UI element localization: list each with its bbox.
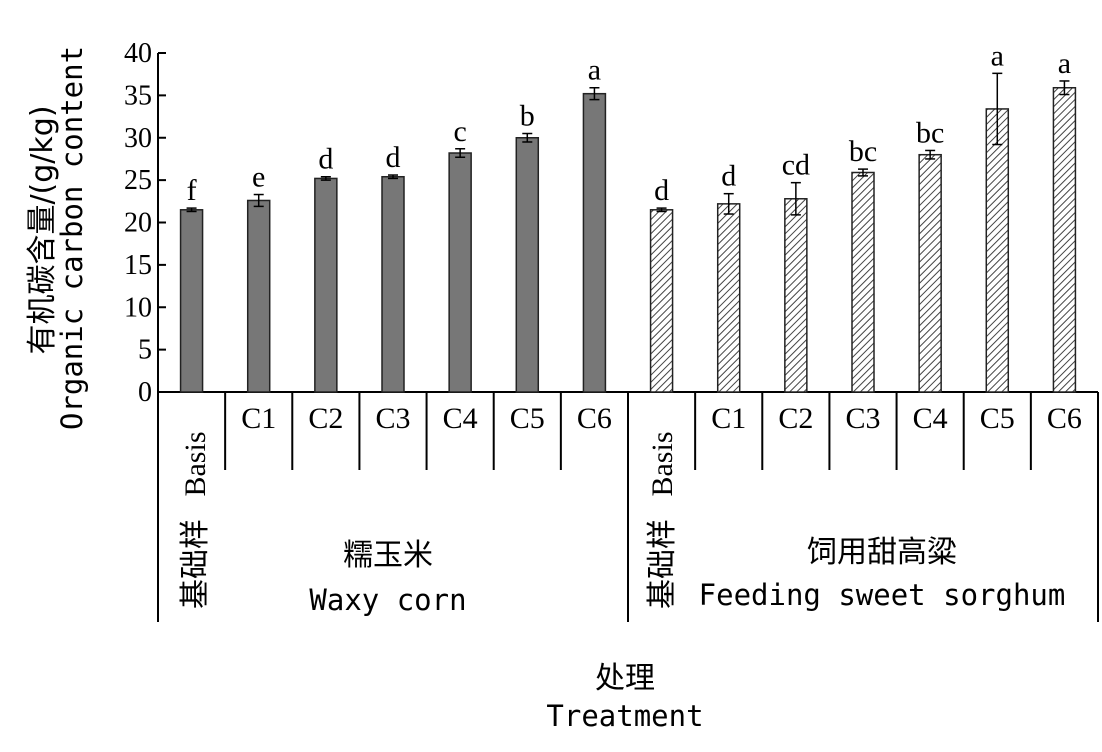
basis-label-sorghum-en: Basis xyxy=(646,431,679,496)
y-tick-label: 10 xyxy=(124,292,152,323)
significance-label: bc xyxy=(849,135,877,168)
significance-label: b xyxy=(520,100,535,133)
bar xyxy=(649,209,674,393)
y-axis-title-cn: 有机碳含量/(g/kg) xyxy=(25,105,60,354)
significance-label: d xyxy=(721,160,736,193)
group-label-waxy-cn: 糯玉米 xyxy=(343,538,433,573)
significance-label: d xyxy=(318,143,333,176)
x-tick-label: C6 xyxy=(577,402,612,435)
x-tick-label: C6 xyxy=(1047,402,1082,435)
x-tick-label: C4 xyxy=(913,402,948,435)
y-tick-label: 40 xyxy=(124,38,152,69)
basis-label-sorghum-cn: 基础样 xyxy=(645,519,680,609)
x-tick-label: C3 xyxy=(845,402,880,435)
significance-label: a xyxy=(588,54,601,87)
group-label-sorghum-en: Feeding sweet sorghum xyxy=(699,578,1066,612)
bars: f e d d c b a d d cd bc bc a a xyxy=(179,39,1077,393)
significance-label: f xyxy=(187,174,197,207)
basis-label-waxy-en: Basis xyxy=(179,431,212,496)
axes xyxy=(157,53,1099,622)
bar xyxy=(314,177,338,393)
bar xyxy=(716,203,741,393)
significance-label: bc xyxy=(916,116,944,149)
significance-label: a xyxy=(1058,47,1071,80)
y-tick-label: 20 xyxy=(124,208,152,239)
y-tick-label: 30 xyxy=(124,123,152,154)
x-tick-label: C2 xyxy=(308,402,343,435)
x-tick-label: C2 xyxy=(778,402,813,435)
x-tick-label: C3 xyxy=(375,402,410,435)
bar xyxy=(381,175,405,393)
x-tick-label: C1 xyxy=(711,402,746,435)
bar xyxy=(515,137,540,393)
significance-label: d xyxy=(386,141,401,174)
y-tick-label: 0 xyxy=(138,377,152,408)
x-axis-title-cn: 处理 xyxy=(595,661,655,696)
x-tick-label: C5 xyxy=(980,402,1015,435)
significance-label: c xyxy=(453,115,466,148)
x-categories: C1 C2 C3 C4 C5 C6 C1 C2 C3 C4 C5 C6 xyxy=(241,402,1082,435)
y-axis-title-en: Organic carbon content xyxy=(55,46,89,430)
y-tick-label: 15 xyxy=(124,250,152,281)
x-tick-label: C1 xyxy=(241,402,276,435)
x-tick-label: C4 xyxy=(443,402,478,435)
x-tick-label: C5 xyxy=(510,402,545,435)
bar xyxy=(784,198,808,393)
bar xyxy=(246,199,271,393)
significance-label: d xyxy=(654,174,669,207)
bar xyxy=(179,209,204,393)
bar xyxy=(448,152,472,393)
group-label-sorghum-cn: 饲用甜高粱 xyxy=(807,535,957,570)
y-tick-label: 35 xyxy=(124,80,152,111)
significance-label: e xyxy=(252,161,265,194)
group-label-waxy-en: Waxy corn xyxy=(309,583,466,617)
bar xyxy=(1052,86,1077,393)
significance-label: a xyxy=(991,39,1004,72)
significance-label: cd xyxy=(782,149,810,182)
y-tick-label: 5 xyxy=(138,335,152,366)
y-tick-label: 25 xyxy=(124,165,152,196)
bar xyxy=(985,108,1010,393)
basis-label-waxy-cn: 基础样 xyxy=(178,519,213,609)
bar xyxy=(918,153,942,393)
x-axis-title-en: Treatment xyxy=(546,699,703,733)
bar xyxy=(851,171,875,393)
bar xyxy=(582,92,607,393)
y-ticks: 0 5 10 15 20 25 30 35 40 xyxy=(124,38,166,408)
